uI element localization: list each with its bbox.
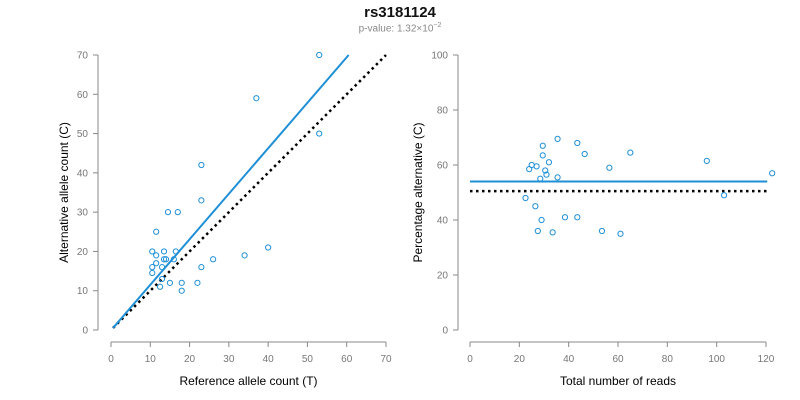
left-data-point	[194, 279, 201, 286]
left-data-point	[198, 264, 205, 271]
left-fit-line	[112, 54, 350, 329]
left-y-tick-label: 60	[77, 90, 89, 101]
left-data-point	[166, 279, 174, 286]
right-y-tick-label: 100	[431, 51, 448, 62]
left-x-tick-label: 70	[380, 354, 392, 365]
left-y-tick-label: 10	[77, 286, 89, 297]
left-data-point	[198, 161, 205, 169]
left-y-tick-label: 40	[77, 168, 89, 179]
right-y-tick-label: 0	[442, 326, 448, 337]
pvalue-label: p-value: 1.32×10	[358, 23, 434, 35]
left-y-tick-label: 30	[77, 208, 89, 219]
left-y-tick-label: 50	[77, 129, 89, 140]
left-data-point	[172, 248, 179, 255]
right-x-tick-label: 0	[467, 354, 473, 365]
left-data-point	[149, 269, 156, 277]
title-block: rs3181124 p-value: 1.32×10−2	[0, 4, 800, 34]
right-x-tick-label: 20	[514, 354, 526, 365]
left-data-point	[170, 256, 177, 263]
right-data-point	[598, 227, 606, 235]
right-data-point	[545, 159, 553, 166]
left-data-point	[178, 279, 185, 286]
right-x-tick-label: 120	[758, 354, 775, 365]
right-y-tick-label: 80	[437, 106, 449, 117]
left-data-point	[153, 228, 160, 235]
right-x-axis-title: Total number of reads	[560, 374, 676, 388]
left-x-tick-label: 40	[263, 354, 275, 365]
right-data-point	[574, 139, 581, 147]
right-y-axis-title: Percentage alternative (C)	[411, 122, 425, 262]
right-data-point	[574, 214, 581, 221]
left-data-point	[158, 275, 166, 283]
left-x-tick-label: 30	[223, 354, 235, 365]
left-data-point	[153, 252, 160, 259]
left-x-tick-label: 50	[302, 354, 314, 365]
left-y-tick-label: 0	[82, 326, 88, 337]
left-data-point	[174, 209, 181, 216]
right-data-point	[528, 161, 535, 169]
left-data-point	[241, 252, 248, 259]
right-data-point	[534, 227, 541, 235]
right-x-tick-label: 100	[708, 354, 725, 365]
pvalue-exponent: −2	[433, 22, 442, 29]
right-data-point	[720, 192, 728, 199]
right-data-point	[542, 167, 549, 174]
left-data-point	[149, 248, 156, 255]
left-data-point	[253, 95, 260, 102]
right-data-point	[606, 164, 613, 171]
left-y-tick-label: 20	[77, 247, 89, 258]
left-data-point	[158, 264, 166, 271]
left-y-tick-label: 70	[77, 51, 89, 62]
left-data-point	[162, 256, 170, 263]
left-data-point	[164, 209, 172, 216]
right-data-point	[554, 174, 561, 181]
left-x-tick-label: 20	[184, 354, 196, 365]
right-x-tick-label: 60	[612, 354, 624, 365]
right-data-point	[533, 163, 540, 170]
right-x-tick-label: 40	[563, 354, 575, 365]
left-x-tick-label: 60	[341, 354, 353, 365]
right-data-point	[538, 216, 545, 224]
right-data-point	[522, 194, 529, 202]
right-data-point	[561, 214, 569, 221]
left-data-point	[160, 248, 168, 255]
left-data-point	[160, 256, 168, 263]
left-x-tick-label: 10	[145, 354, 157, 365]
left-data-point	[198, 197, 205, 204]
left-panel: 0 10 20 30 40 50 60 70 0 10 20 30 40 50 60 70 Reference …	[57, 51, 392, 389]
left-data-point	[149, 264, 156, 271]
right-y-tick-label: 40	[437, 216, 449, 227]
right-y-tick-label: 20	[437, 271, 449, 282]
right-data-point	[537, 175, 544, 182]
right-data-point	[532, 203, 539, 210]
left-x-tick-label: 0	[108, 354, 114, 365]
chart-title: rs3181124	[364, 4, 436, 21]
right-data-point	[627, 149, 634, 156]
left-data-point	[153, 260, 160, 267]
pvalue-subtitle: p-value: 1.32×10−2	[0, 22, 800, 34]
right-x-tick-label: 80	[662, 354, 674, 365]
right-data-point	[539, 152, 546, 159]
left-data-point	[265, 244, 272, 251]
right-data-point	[581, 150, 588, 158]
left-data-point	[178, 287, 185, 294]
right-data-point	[703, 157, 710, 164]
right-data-point	[543, 171, 550, 178]
left-data-point	[157, 283, 164, 290]
left-y-axis-title: Alternative allele count (C)	[57, 122, 71, 263]
left-x-axis-title: Reference allele count (T)	[179, 374, 317, 388]
right-data-point	[549, 229, 556, 236]
right-data-point	[769, 170, 776, 177]
left-data-point	[316, 51, 323, 59]
right-y-tick-label: 60	[437, 161, 449, 172]
right-data-point	[617, 230, 624, 237]
right-panel: 0 20 40 60 80 100 120 0 20 40 60 80 100 Total number …	[411, 51, 776, 388]
right-data-point	[554, 135, 561, 142]
left-data-point	[210, 256, 217, 263]
left-reference-line	[112, 54, 387, 329]
right-data-point	[539, 142, 546, 149]
left-data-point	[316, 130, 323, 137]
